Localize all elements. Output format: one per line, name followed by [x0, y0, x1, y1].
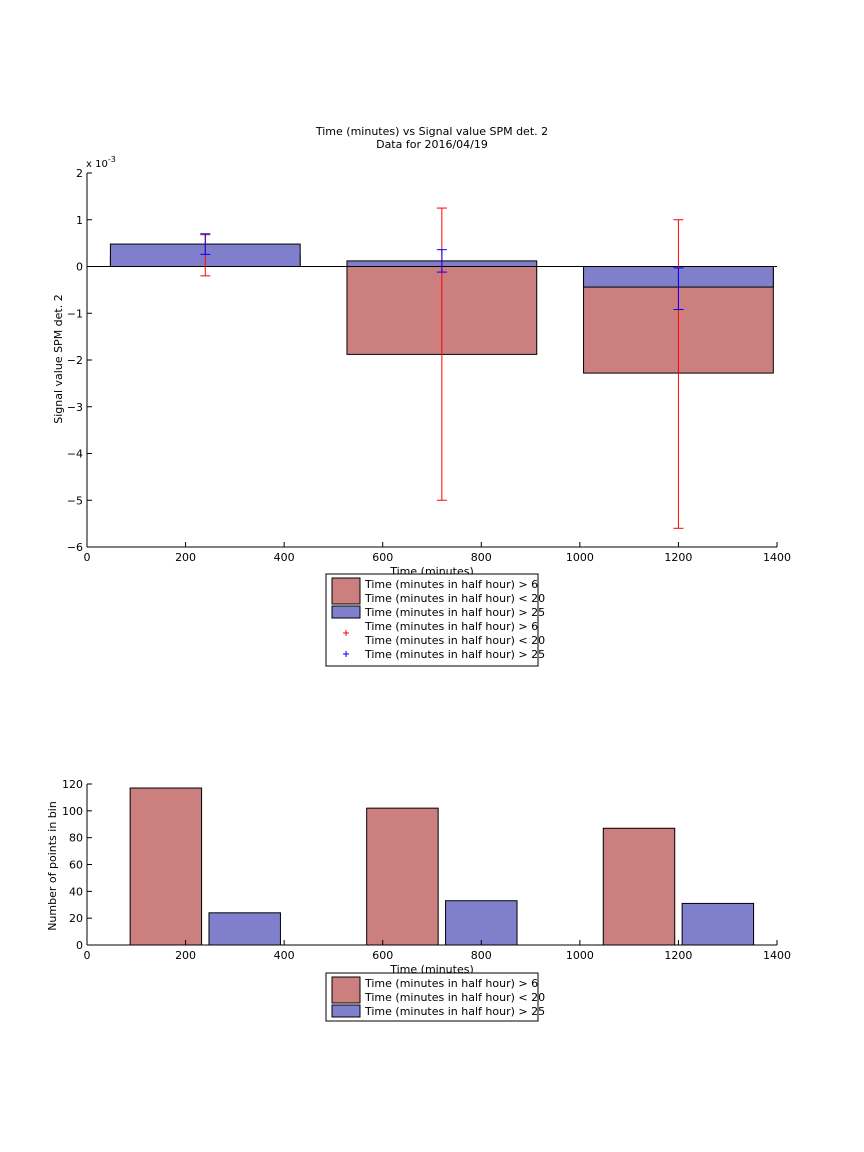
- chart2-y-tick-label: 0: [76, 939, 83, 952]
- chart1-y-tick-label: 1: [76, 214, 83, 227]
- chart2-plot: 0 200 400 600 800 1000 1200 1400 0 20 40 60 80 100 120: [62, 778, 791, 962]
- chart1-y-tick-label: −2: [67, 354, 83, 367]
- legend-label-0-1: Time (minutes in half hour) < 20: [364, 991, 545, 1004]
- chart2-y-tick-label: 120: [62, 778, 83, 791]
- legend-swatch-0: [331, 976, 361, 1004]
- chart2-bar-s0-1: [366, 807, 439, 946]
- chart2-x-tick-label: 1200: [664, 949, 692, 962]
- chart2-y-tick-label: 60: [69, 859, 83, 872]
- chart1-y-tick-label: −6: [67, 541, 83, 554]
- legend-swatch-1: [331, 1004, 361, 1018]
- legend-label-1-0: Time (minutes in half hour) > 25: [364, 606, 545, 619]
- chart2-x-tick-label: 600: [372, 949, 393, 962]
- legend-box: [325, 573, 539, 667]
- chart1-x-tick-label: 200: [175, 551, 196, 564]
- chart2-y-tick-label: 20: [69, 912, 83, 925]
- legend-swatch-1: [331, 605, 361, 619]
- chart1-y-tick-label: 0: [76, 261, 83, 274]
- chart2-bar-s1-2: [681, 902, 755, 946]
- chart1-ylabel: Signal value SPM det. 2: [52, 294, 65, 424]
- chart2-x-tick-label: 1000: [566, 949, 594, 962]
- chart1-x-tick-label: 400: [274, 551, 295, 564]
- legend-label-0-0: Time (minutes in half hour) > 6: [364, 977, 538, 990]
- chart1-y-tick-label: 2: [76, 167, 83, 180]
- legend-swatch-0: [331, 577, 361, 605]
- chart1-y-multiplier-exp: -3: [108, 155, 116, 164]
- chart1-x-tick-label: 0: [84, 551, 91, 564]
- chart1-x-tick-label: 800: [471, 551, 492, 564]
- chart1-x-tick-label: 1000: [566, 551, 594, 564]
- legend-label-2-0: Time (minutes in half hour) > 6: [364, 620, 538, 633]
- legend-label-3-0: Time (minutes in half hour) > 25: [364, 648, 545, 661]
- chart1-y-multiplier: x 10-3: [86, 155, 116, 170]
- chart2-bar-s1-0: [208, 912, 281, 946]
- legend-label-2-1: Time (minutes in half hour) < 20: [364, 634, 545, 647]
- chart2-ylabel: Number of points in bin: [46, 801, 59, 931]
- legend-box: [325, 972, 539, 1022]
- legend-label-0-1: Time (minutes in half hour) < 20: [364, 592, 545, 605]
- chart2-bar-s1-1: [445, 900, 518, 946]
- chart1-y-tick-label: −1: [67, 307, 83, 320]
- chart2-y-tick-label: 40: [69, 885, 83, 898]
- chart1-y-multiplier-base: x 10: [86, 159, 108, 170]
- chart1-x-tick-label: 1200: [664, 551, 692, 564]
- chart2-bar-s0-0: [129, 787, 203, 946]
- chart1-y-tick-label: −3: [67, 401, 83, 414]
- chart2-y-tick-label: 80: [69, 832, 83, 845]
- chart1-x-tick-label: 600: [372, 551, 393, 564]
- chart2-x-tick-label: 400: [274, 949, 295, 962]
- chart1-plot: 0 200 400 600 800 1000 1200 1400 −6 −5 −4 −3 −2 −1 0 1 2: [67, 167, 791, 564]
- chart1-y-tick-label: −4: [67, 448, 83, 461]
- chart2-bar-s0-2: [602, 827, 676, 946]
- chart1-y-tick-label: −5: [67, 494, 83, 507]
- chart1-x-tick-label: 1400: [763, 551, 791, 564]
- chart2-x-tick-label: 800: [471, 949, 492, 962]
- legend-label-1-0: Time (minutes in half hour) > 25: [364, 1005, 545, 1018]
- chart2-x-tick-label: 200: [175, 949, 196, 962]
- chart2-y-tick-label: 100: [62, 805, 83, 818]
- legend-label-0-0: Time (minutes in half hour) > 6: [364, 578, 538, 591]
- chart2-x-tick-label: 1400: [763, 949, 791, 962]
- chart2-x-tick-label: 0: [84, 949, 91, 962]
- chart1-title: Time (minutes) vs Signal value SPM det. …: [315, 125, 548, 138]
- chart1-subtitle: Data for 2016/04/19: [376, 138, 488, 151]
